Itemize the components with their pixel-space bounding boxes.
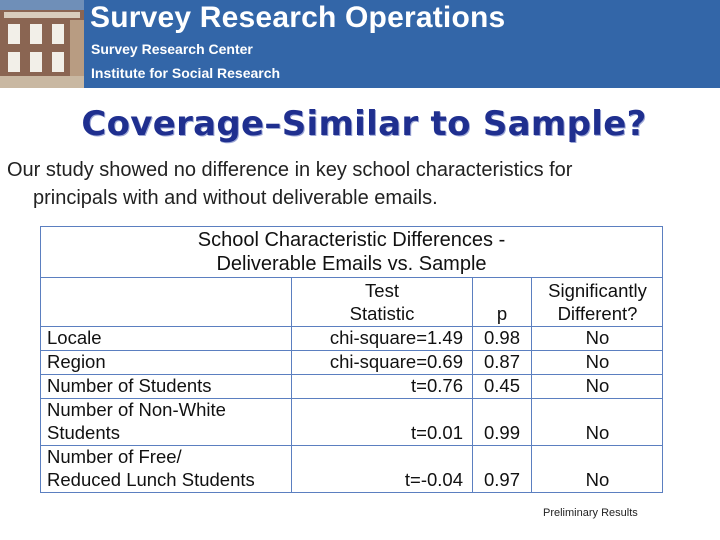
row-label-line-1: Number of Non-White — [47, 399, 226, 420]
slide-title: Coverage–Similar to Sample? — [81, 104, 647, 144]
header-sig-line-1: Significantly — [548, 280, 647, 301]
table-caption-line-2: Deliverable Emails vs. Sample — [216, 253, 487, 275]
row-label: Number of Free/ Reduced Lunch Students — [47, 445, 255, 491]
table-caption: School Characteristic Differences - Deli… — [41, 227, 662, 278]
row-p-value: 0.98 — [483, 327, 520, 348]
building-image — [0, 0, 84, 88]
row-significance: No — [585, 469, 610, 490]
row-significance: No — [585, 375, 610, 396]
header-test-statistic: Test Statistic — [292, 279, 472, 325]
banner-title: Survey Research Operations — [90, 1, 506, 34]
header-significant: Significantly Different? — [532, 279, 663, 325]
row-significance: No — [585, 422, 610, 443]
row-p-value: 0.97 — [483, 469, 520, 490]
header-test-line-1: Test — [365, 280, 399, 301]
row-divider — [41, 326, 662, 327]
column-divider — [291, 278, 292, 492]
row-label-line-1: Number of Free/ — [47, 446, 182, 467]
row-significance: No — [585, 327, 610, 348]
row-statistic: chi-square=0.69 — [329, 351, 463, 372]
row-label: Number of Students — [47, 375, 212, 396]
banner-subtitle-institute: Institute for Social Research — [91, 65, 281, 81]
table-caption-line-1: School Characteristic Differences - — [197, 229, 506, 251]
row-statistic: t=0.01 — [411, 422, 463, 443]
column-divider — [531, 278, 532, 492]
intro-line-1: Our study showed no difference in key sc… — [7, 159, 573, 181]
row-p-value: 0.45 — [483, 375, 520, 396]
header-banner: Survey Research Operations Survey Resear… — [0, 0, 720, 88]
banner-subtitle-center: Survey Research Center — [91, 41, 253, 57]
intro-text: Our study showed no difference in key sc… — [7, 156, 707, 212]
row-statistic: chi-square=1.49 — [329, 327, 463, 348]
intro-line-2: principals with and without deliverable … — [33, 187, 438, 209]
row-divider — [41, 350, 662, 351]
header-test-line-2: Statistic — [349, 303, 415, 324]
row-label: Locale — [47, 327, 102, 348]
results-table: School Characteristic Differences - Deli… — [40, 226, 663, 493]
column-divider — [472, 278, 473, 492]
row-label: Region — [47, 351, 106, 372]
row-divider — [41, 398, 662, 399]
row-divider — [41, 374, 662, 375]
row-label: Number of Non-White Students — [47, 398, 226, 444]
preliminary-results-note: Preliminary Results — [543, 507, 638, 519]
row-statistic: t=-0.04 — [404, 469, 463, 490]
row-significance: No — [585, 351, 610, 372]
row-label-line-2: Reduced Lunch Students — [47, 469, 255, 490]
row-p-value: 0.99 — [483, 422, 520, 443]
building-photo — [0, 0, 84, 88]
row-p-value: 0.87 — [483, 351, 520, 372]
row-label-line-2: Students — [47, 422, 121, 443]
row-divider — [41, 445, 662, 446]
header-p: p — [496, 303, 508, 324]
header-sig-line-2: Different? — [557, 303, 638, 324]
row-statistic: t=0.76 — [411, 375, 463, 396]
